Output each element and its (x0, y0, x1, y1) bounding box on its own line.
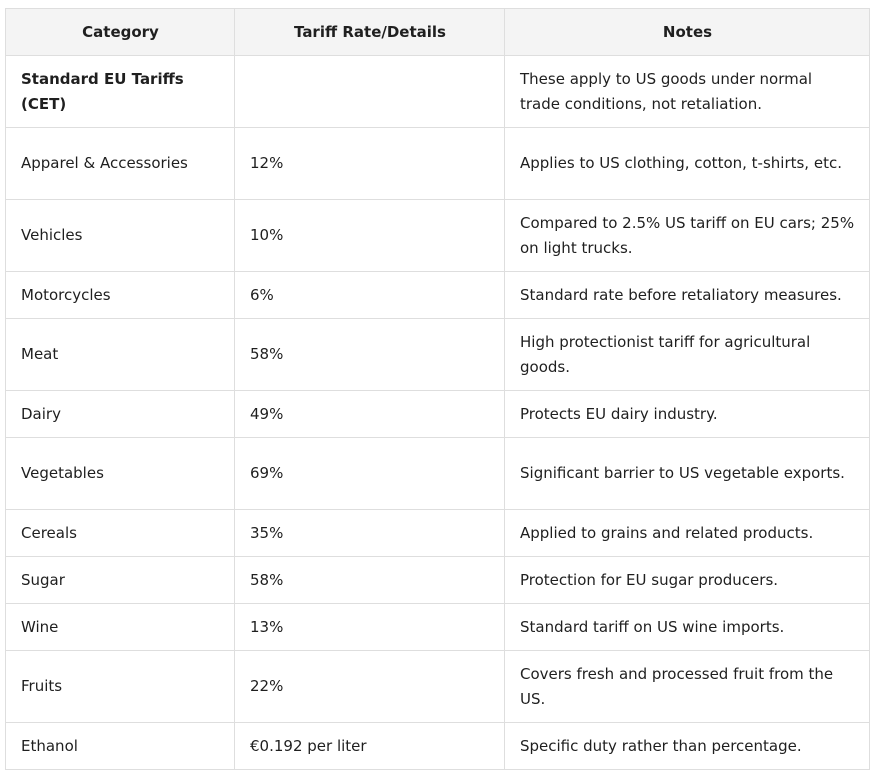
table-row: Fruits 22% Covers fresh and processed frui… (5, 650, 870, 723)
table-cell: Motorcycles (5, 271, 235, 319)
table-cell: 10% (234, 199, 505, 272)
table-cell: 35% (234, 509, 505, 557)
table-row: Vehicles 10% Compared to 2.5% US tariff on… (5, 199, 870, 272)
table-row: Vegetables 69% Significant barrier to US v… (5, 437, 870, 510)
table-cell: 69% (234, 437, 505, 510)
table-cell: Meat (5, 318, 235, 391)
table-cell: 49% (234, 390, 505, 438)
table-cell: Covers fresh and processed fruit from th… (504, 650, 870, 723)
table-cell: Specific duty rather than percentage. (504, 722, 870, 770)
table-row: Ethanol €0.192 per liter Specific duty rat… (5, 722, 870, 770)
table-cell: Ethanol (5, 722, 235, 770)
table-cell: 58% (234, 556, 505, 604)
page: Category Tariff Rate/Details Notes Standar… (5, 8, 870, 770)
table-cell: Standard rate before retaliatory measure… (504, 271, 870, 319)
column-header: Tariff Rate/Details (234, 8, 505, 56)
table-cell: Applied to grains and related products. (504, 509, 870, 557)
table-cell: Protects EU dairy industry. (504, 390, 870, 438)
tariff-table: Category Tariff Rate/Details Notes Standar… (5, 8, 870, 770)
table-row: Wine 13% Standard tariff on US wine import… (5, 603, 870, 651)
table-row: Standard EU Tariffs (CET) These apply to … (5, 55, 870, 128)
table-row: Cereals 35% Applied to grains and related … (5, 509, 870, 557)
table-cell: Dairy (5, 390, 235, 438)
table-cell: Sugar (5, 556, 235, 604)
table-cell: Vehicles (5, 199, 235, 272)
table-cell: Vegetables (5, 437, 235, 510)
table-cell: 58% (234, 318, 505, 391)
table-cell: Apparel & Accessories (5, 127, 235, 200)
column-header: Notes (504, 8, 870, 56)
table-cell: 13% (234, 603, 505, 651)
table-cell: Compared to 2.5% US tariff on EU cars; 2… (504, 199, 870, 272)
table-cell: Protection for EU sugar producers. (504, 556, 870, 604)
table-cell: Significant barrier to US vegetable expo… (504, 437, 870, 510)
table-row: Meat 58% High protectionist tariff for agr… (5, 318, 870, 391)
empty-cell (234, 55, 505, 128)
table-cell: 6% (234, 271, 505, 319)
table-cell: 22% (234, 650, 505, 723)
table-head: Category Tariff Rate/Details Notes (5, 8, 870, 56)
table-cell: High protectionist tariff for agricultur… (504, 318, 870, 391)
table-body: Standard EU Tariffs (CET) These apply to … (5, 55, 870, 770)
table-cell: Applies to US clothing, cotton, t-shirts… (504, 127, 870, 200)
table-cell: Cereals (5, 509, 235, 557)
table-row: Sugar 58% Protection for EU sugar producer… (5, 556, 870, 604)
header-row: Category Tariff Rate/Details Notes (5, 8, 870, 56)
table-cell: Standard tariff on US wine imports. (504, 603, 870, 651)
table-cell: These apply to US goods under normal tra… (504, 55, 870, 128)
table-row: Motorcycles 6% Standard rate before retali… (5, 271, 870, 319)
table-cell: 12% (234, 127, 505, 200)
table-cell: Fruits (5, 650, 235, 723)
table-row: Dairy 49% Protects EU dairy industry. (5, 390, 870, 438)
table-cell: Wine (5, 603, 235, 651)
column-header: Category (5, 8, 235, 56)
table-row: Apparel & Accessories 12% Applies to US cl… (5, 127, 870, 200)
table-cell: Standard EU Tariffs (CET) (5, 55, 235, 128)
table-cell: €0.192 per liter (234, 722, 505, 770)
